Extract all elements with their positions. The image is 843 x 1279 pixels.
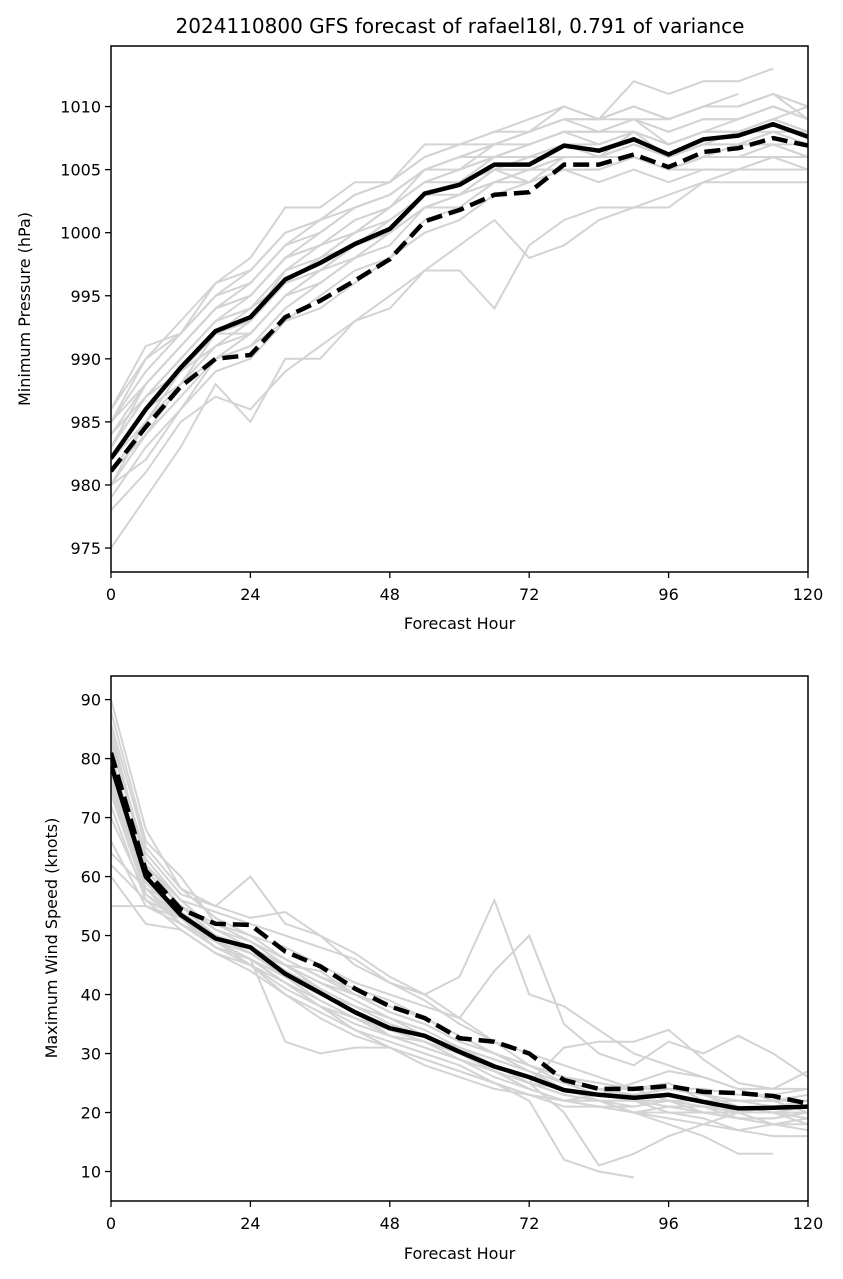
pressure-member-line-1 xyxy=(111,181,808,511)
wind-x-tick-label: 0 xyxy=(106,1214,116,1233)
pressure-member-line-19 xyxy=(111,118,808,448)
pressure-mean-line xyxy=(111,121,808,460)
pressure-y-tick-label: 1010 xyxy=(60,98,101,117)
wind-y-tick-label: 60 xyxy=(81,868,101,887)
wind-y-tick-label: 90 xyxy=(81,691,101,710)
pressure-member-line-21 xyxy=(111,105,808,423)
pressure-x-ticks: 0 24 48 72 96 120 xyxy=(106,572,823,604)
wind-y-tick-label: 80 xyxy=(81,750,101,769)
wind-y-tick-label: 30 xyxy=(81,1045,101,1064)
wind-member-line-0 xyxy=(111,699,808,1114)
wind-x-tick-label: 96 xyxy=(658,1214,678,1233)
pressure-member-line-20 xyxy=(111,143,808,461)
wind-member-line-6 xyxy=(111,793,808,1120)
wind-mean-line xyxy=(111,763,808,1111)
pressure-y-tick-label: 1000 xyxy=(60,224,101,243)
wind-x-axis-label: Forecast Hour xyxy=(404,1244,516,1263)
wind-member-line-19 xyxy=(111,817,808,1102)
wind-member-line-10 xyxy=(111,852,808,1126)
pressure-reconstruction-line xyxy=(111,135,808,473)
pressure-x-tick-label: 96 xyxy=(658,585,678,604)
wind-x-tick-label: 72 xyxy=(519,1214,539,1233)
pressure-y-tick-label: 985 xyxy=(70,413,101,432)
pressure-member-line-6 xyxy=(111,67,774,410)
wind-series xyxy=(111,752,808,1111)
pressure-y-tick-label: 1005 xyxy=(60,161,101,180)
wind-member-line-11 xyxy=(111,864,808,1114)
pressure-member-line-17 xyxy=(111,143,808,436)
wind-y-tick-label: 40 xyxy=(81,986,101,1005)
pressure-x-tick-label: 120 xyxy=(793,585,824,604)
wind-y-tick-label: 70 xyxy=(81,809,101,828)
pressure-y-axis-label: Minimum Pressure (hPa) xyxy=(15,212,34,406)
wind-x-tick-label: 24 xyxy=(240,1214,260,1233)
wind-panel: 0 24 48 72 96 120 10 20 30 40 50 60 70 80 90 Forecast… xyxy=(42,675,823,1263)
wind-member-line-3 xyxy=(111,746,808,1102)
pressure-y-tick-label: 995 xyxy=(70,287,101,306)
wind-member-line-7 xyxy=(111,805,634,1179)
pressure-member-line-16 xyxy=(111,130,808,448)
wind-member-line-8 xyxy=(111,758,808,1167)
wind-x-tick-label: 48 xyxy=(380,1214,400,1233)
pressure-panel: 0 24 48 72 96 120 975 980 985 990 995 1000 1005 1010… xyxy=(15,45,823,633)
wind-axes-frame xyxy=(110,675,809,1202)
wind-y-axis-label: Maximum Wind Speed (knots) xyxy=(42,818,61,1059)
pressure-ensemble-members xyxy=(111,67,808,549)
pressure-x-tick-label: 72 xyxy=(519,585,539,604)
wind-member-line-12 xyxy=(111,876,808,1132)
wind-x-ticks: 0 24 48 72 96 120 xyxy=(106,1201,823,1233)
wind-y-tick-label: 50 xyxy=(81,927,101,946)
wind-member-line-5 xyxy=(111,781,808,1138)
pressure-x-axis-label: Forecast Hour xyxy=(404,614,516,633)
pressure-x-tick-label: 48 xyxy=(380,585,400,604)
pressure-member-line-4 xyxy=(111,105,808,423)
pressure-y-tick-label: 975 xyxy=(70,539,101,558)
pressure-member-line-15 xyxy=(111,92,808,410)
wind-member-line-1 xyxy=(111,711,808,1078)
pressure-y-tick-label: 980 xyxy=(70,476,101,495)
pressure-y-tick-label: 990 xyxy=(70,350,101,369)
pressure-y-ticks: 975 980 985 990 995 1000 1005 1010 xyxy=(60,98,111,558)
wind-y-tick-label: 20 xyxy=(81,1104,101,1123)
pressure-member-line-11 xyxy=(111,118,808,486)
pressure-x-tick-label: 0 xyxy=(106,585,116,604)
wind-y-tick-label: 10 xyxy=(81,1163,101,1182)
wind-y-ticks: 10 20 30 40 50 60 70 80 90 xyxy=(81,691,111,1182)
pressure-x-tick-label: 24 xyxy=(240,585,260,604)
chart-title: 2024110800 GFS forecast of rafael18l, 0.… xyxy=(176,14,745,38)
pressure-member-line-2 xyxy=(111,118,808,486)
pressure-axes-frame xyxy=(110,45,809,573)
wind-x-tick-label: 120 xyxy=(793,1214,824,1233)
pressure-series xyxy=(111,121,808,473)
pressure-member-line-18 xyxy=(111,155,808,486)
wind-member-line-15 xyxy=(111,722,808,1096)
wind-reconstruction-line xyxy=(111,752,808,1106)
pressure-member-line-0 xyxy=(111,156,808,549)
